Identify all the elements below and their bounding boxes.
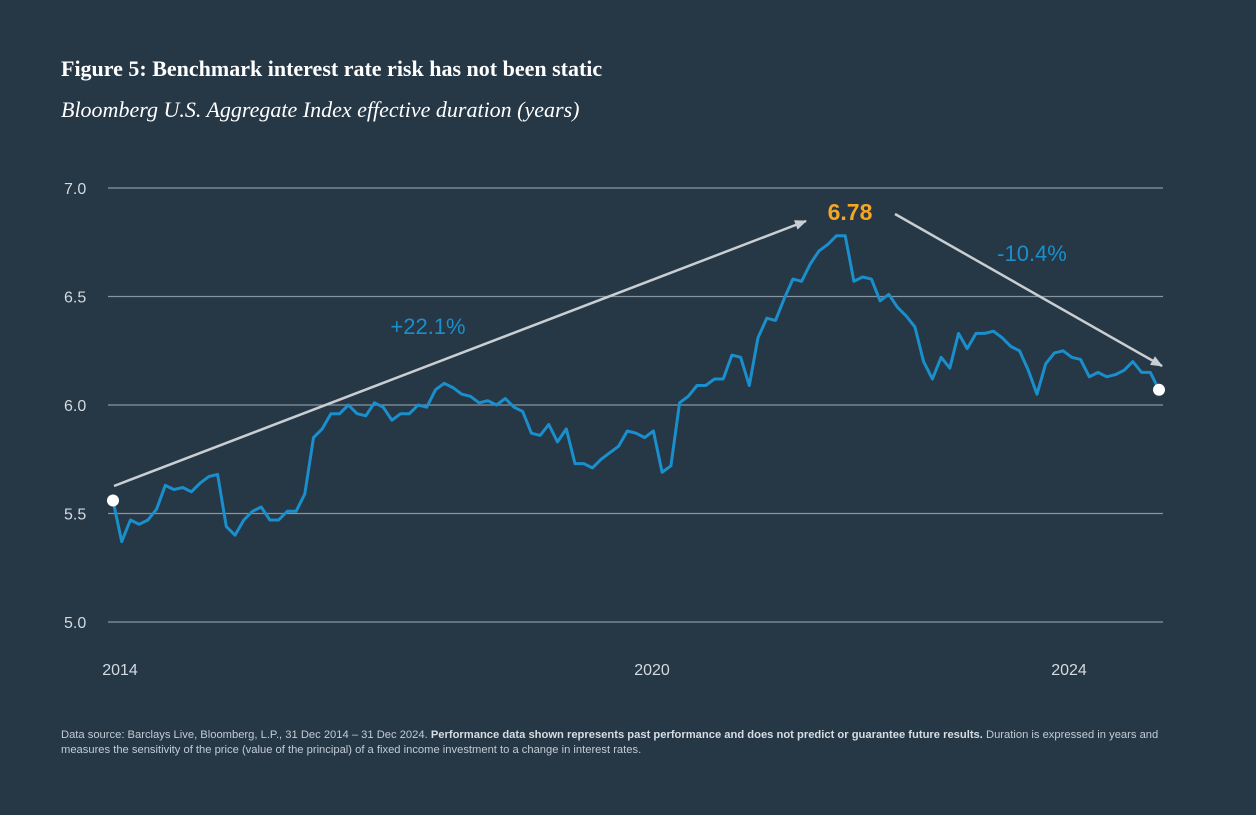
footnote-disclaimer: Performance data shown represents past p… <box>430 729 983 741</box>
grid-lines <box>108 187 1163 623</box>
chart-title: Figure 5: Benchmark interest rate risk h… <box>61 56 603 81</box>
x-tick-label: 2024 <box>1051 662 1087 679</box>
chart-subtitle: Bloomberg U.S. Aggregate Index effective… <box>61 97 580 122</box>
y-tick-label: 6.5 <box>64 290 86 307</box>
peak-annotation: 6.78 <box>828 199 873 225</box>
end-point-marker <box>1153 383 1165 396</box>
y-tick-label: 6.0 <box>64 398 86 415</box>
y-tick-label: 5.0 <box>64 615 86 632</box>
fall-arrow <box>894 212 1163 368</box>
y-axis-ticks: 5.0 5.5 6.0 6.5 7.0 <box>64 181 86 632</box>
start-point-marker <box>107 494 119 507</box>
fall-annotation: -10.4% <box>997 241 1067 266</box>
x-tick-label: 2014 <box>102 662 138 679</box>
rise-arrow <box>113 219 807 488</box>
footnote-source: Data source: Barclays Live, Bloomberg, L… <box>61 729 431 741</box>
x-tick-label: 2020 <box>634 662 670 679</box>
footnote-definition: Duration is expressed in years and measu… <box>61 729 1159 756</box>
y-tick-label: 5.5 <box>64 507 86 524</box>
x-axis-ticks: 2014 2020 2024 <box>102 662 1087 679</box>
series-line-effective-duration <box>111 234 1161 544</box>
footnote: Data source: Barclays Live, Bloomberg, L… <box>61 728 1201 758</box>
rise-annotation: +22.1% <box>390 314 465 339</box>
y-tick-label: 7.0 <box>64 181 86 198</box>
